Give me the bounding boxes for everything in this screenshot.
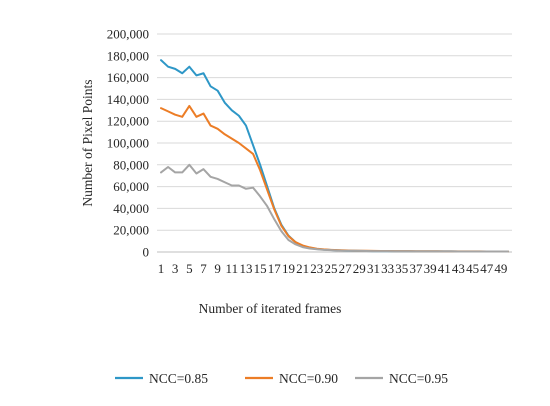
x-tick-label: 39 [424, 261, 437, 276]
y-tick-label: 20,000 [113, 223, 149, 238]
x-tick-label: 31 [367, 261, 380, 276]
y-tick-label: 80,000 [113, 157, 149, 172]
x-axis-tick-labels: 1 3 5 7 9 11 13 15 17 19 21 23 25 27 29 31 33 35 37 39 41 43 4… [158, 261, 508, 276]
y-tick-label: 120,000 [107, 114, 149, 129]
x-tick-label: 23 [310, 261, 323, 276]
legend-label: NCC=0.85 [149, 371, 208, 386]
x-tick-label: 35 [395, 261, 408, 276]
x-tick-label: 13 [239, 261, 252, 276]
y-tick-label: 0 [143, 245, 150, 260]
series-line [160, 163, 509, 253]
x-tick-label: 5 [186, 261, 193, 276]
x-tick-label: 9 [214, 261, 221, 276]
x-tick-label: 47 [480, 261, 494, 276]
y-tick-label: 100,000 [107, 136, 149, 151]
x-tick-label: 3 [172, 261, 179, 276]
legend: NCC=0.85 NCC=0.90 NCC=0.95 [115, 371, 448, 386]
x-tick-label: 19 [282, 261, 295, 276]
x-tick-label: 15 [254, 261, 267, 276]
y-tick-label: 180,000 [107, 48, 149, 63]
x-tick-label: 33 [381, 261, 394, 276]
x-tick-label: 37 [409, 261, 423, 276]
x-tick-label: 1 [158, 261, 165, 276]
y-axis-tick-labels: 0 20,000 40,000 60,000 80,000 100,000 120,000 1… [107, 27, 149, 260]
y-tick-label: 40,000 [113, 201, 149, 216]
x-tick-label: 7 [200, 261, 207, 276]
x-tick-label: 21 [296, 261, 309, 276]
y-axis-title: Number of Pixel Points [80, 79, 95, 206]
x-tick-label: 27 [339, 261, 353, 276]
legend-label: NCC=0.90 [279, 371, 338, 386]
x-tick-label: 41 [438, 261, 451, 276]
x-tick-label: 17 [268, 261, 282, 276]
y-tick-label: 60,000 [113, 179, 149, 194]
y-tick-label: 140,000 [107, 92, 149, 107]
x-axis-title: Number of iterated frames [199, 301, 342, 316]
x-tick-label: 49 [494, 261, 507, 276]
legend-label: NCC=0.95 [389, 371, 448, 386]
gridlines [157, 33, 512, 253]
y-tick-label: 160,000 [107, 70, 149, 85]
x-tick-label: 29 [353, 261, 366, 276]
x-tick-label: 45 [466, 261, 479, 276]
y-tick-label: 200,000 [107, 27, 149, 42]
x-tick-label: 43 [452, 261, 465, 276]
series-lines [160, 59, 509, 253]
x-tick-label: 25 [324, 261, 337, 276]
x-tick-label: 11 [226, 261, 239, 276]
